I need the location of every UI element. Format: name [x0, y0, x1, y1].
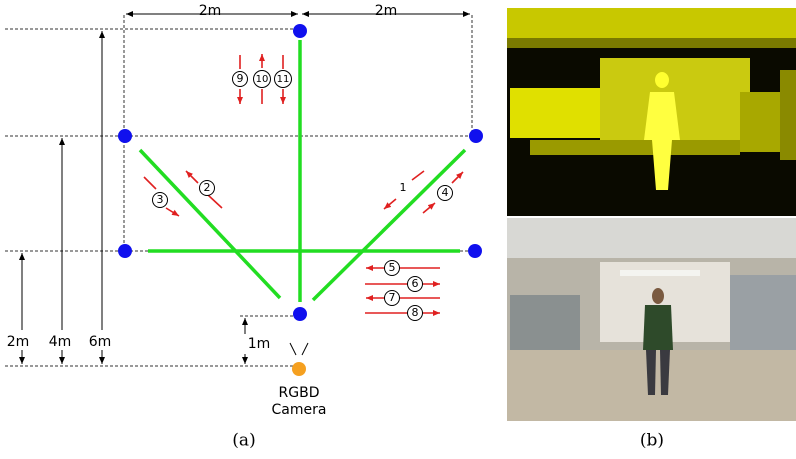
marker-label: 10 — [256, 74, 269, 85]
marker-label: 5 — [389, 261, 396, 274]
line — [451, 171, 464, 184]
dimension-labels: 2m 2m 2m 4m 6m 1m RGBD Camera — [7, 3, 398, 418]
shape — [740, 92, 780, 152]
shape — [530, 140, 740, 155]
markers: 1 2 3 4 5 6 7 8 9 10 11 — [152, 70, 453, 321]
dot — [253, 70, 271, 88]
marker-label: 1 — [400, 181, 407, 194]
dot — [199, 180, 215, 196]
dimension-label: 2m — [199, 3, 222, 19]
direction-arrows — [143, 54, 464, 316]
diagram: 1 2 3 4 5 6 7 8 9 10 11 2m 2m 2m 4m 6m 1… — [5, 3, 483, 418]
marker-label: 3 — [157, 193, 164, 206]
shape — [643, 305, 673, 350]
camera-label: Camera — [272, 402, 327, 418]
dot — [292, 362, 306, 376]
dot — [293, 24, 307, 38]
dimension-label: 4m — [49, 334, 72, 350]
shape — [660, 350, 670, 395]
dot — [293, 307, 307, 321]
line — [207, 194, 223, 209]
shape — [507, 218, 796, 258]
dimension-label: 2m — [7, 334, 30, 350]
dimension-arrows — [19, 11, 470, 364]
dot — [384, 260, 400, 276]
dot — [407, 305, 423, 321]
shape — [507, 38, 796, 48]
marker-label: 2 — [204, 181, 211, 194]
dot — [118, 129, 132, 143]
shape — [646, 350, 656, 395]
paths — [138, 40, 467, 302]
line — [289, 342, 297, 356]
shape — [510, 295, 580, 350]
camera-label: RGBD — [279, 385, 320, 401]
line — [411, 170, 425, 181]
line — [311, 148, 467, 302]
dot — [437, 185, 453, 201]
marker-label: 7 — [389, 291, 396, 304]
shape — [644, 92, 680, 190]
line — [301, 342, 309, 356]
dimension-label: 6m — [89, 334, 112, 350]
marker-label: 9 — [237, 72, 244, 85]
marker-label: 4 — [442, 186, 449, 199]
dot — [118, 244, 132, 258]
shape — [655, 72, 669, 88]
shape — [652, 288, 664, 304]
rgb-image — [507, 218, 796, 421]
line — [165, 207, 180, 217]
shape — [510, 88, 610, 138]
caption: (b) — [640, 431, 664, 451]
line — [143, 176, 157, 190]
dot — [274, 70, 292, 88]
shape — [507, 8, 796, 38]
shape — [780, 70, 796, 160]
dimension-label: 2m — [375, 3, 398, 19]
waypoints — [118, 24, 483, 376]
shape — [620, 270, 700, 276]
dot — [384, 290, 400, 306]
depth-image — [507, 8, 796, 216]
dot — [407, 276, 423, 292]
marker-label: 8 — [412, 306, 419, 319]
dot — [152, 192, 168, 208]
line — [138, 148, 282, 300]
line — [422, 202, 436, 214]
line — [185, 170, 199, 184]
dot — [232, 71, 248, 87]
line — [383, 198, 397, 210]
dot — [469, 129, 483, 143]
shape — [730, 275, 796, 350]
dimension-label: 1m — [248, 336, 271, 352]
marker-label: 6 — [412, 277, 419, 290]
dot — [468, 244, 482, 258]
caption: (a) — [232, 431, 255, 451]
marker-label: 11 — [277, 74, 290, 85]
